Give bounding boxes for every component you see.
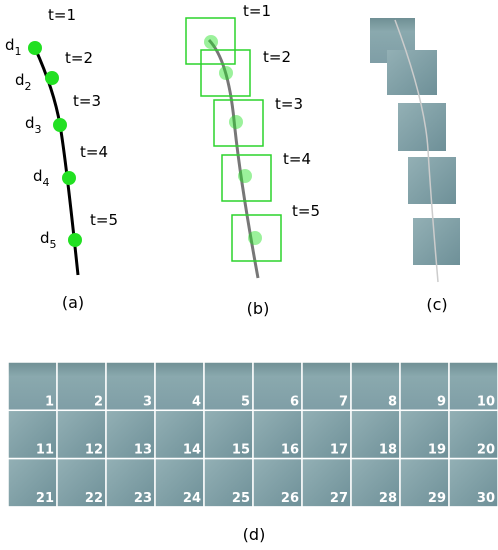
point xyxy=(204,35,218,49)
tile-number: 12 xyxy=(85,443,103,458)
tile-number: 20 xyxy=(477,443,495,458)
tile-number: 14 xyxy=(183,443,201,458)
point xyxy=(68,233,82,247)
t-label: t=3 xyxy=(73,92,101,110)
t-label: t=3 xyxy=(275,95,303,113)
d-label: d2 xyxy=(15,71,32,93)
tile-number: 13 xyxy=(134,443,152,458)
tile-number: 17 xyxy=(330,443,348,458)
tile-number: 25 xyxy=(232,491,250,506)
caption: (c) xyxy=(426,295,447,314)
d-subscript: 5 xyxy=(50,238,57,251)
caption: (d) xyxy=(243,525,266,544)
tile-number: 1 xyxy=(45,394,54,409)
t-label: t=4 xyxy=(80,143,108,161)
tile-number: 22 xyxy=(85,491,103,506)
d-label: d4 xyxy=(33,167,50,189)
tile-number: 3 xyxy=(143,394,152,409)
d-label: d1 xyxy=(5,36,22,58)
d-letter: d xyxy=(40,229,50,247)
t-label: t=1 xyxy=(243,2,271,20)
tile-number: 5 xyxy=(241,394,250,409)
point xyxy=(53,118,67,132)
d-subscript: 4 xyxy=(43,176,50,189)
tile-number: 10 xyxy=(477,394,495,409)
patches xyxy=(370,18,460,282)
tile-number: 21 xyxy=(36,491,54,506)
caption: (a) xyxy=(62,293,84,312)
point xyxy=(238,169,252,183)
t-label: t=1 xyxy=(48,6,76,24)
tile-number: 29 xyxy=(428,491,446,506)
tile-number: 6 xyxy=(290,394,299,409)
d-letter: d xyxy=(33,167,43,185)
tile-number: 18 xyxy=(379,443,397,458)
d-letter: d xyxy=(5,36,15,54)
t-label: t=5 xyxy=(90,211,118,229)
t-label: t=2 xyxy=(263,48,291,66)
d-label: d3 xyxy=(25,114,42,136)
point xyxy=(248,231,262,245)
d-label: d5 xyxy=(40,229,57,251)
point xyxy=(45,71,59,85)
tile-number: 30 xyxy=(477,491,495,506)
tile-number: 24 xyxy=(183,491,201,506)
d-subscript: 3 xyxy=(35,123,42,136)
tile-number: 28 xyxy=(379,491,397,506)
d-letter: d xyxy=(25,114,35,132)
tile-number: 23 xyxy=(134,491,152,506)
tile-number: 8 xyxy=(388,394,397,409)
t-label: t=5 xyxy=(292,202,320,220)
tile-number: 4 xyxy=(192,394,201,409)
tile-number: 26 xyxy=(281,491,299,506)
d-letter: d xyxy=(15,71,25,89)
point xyxy=(219,66,233,80)
point xyxy=(229,115,243,129)
figure: 1234567891011121314151617181920212223242… xyxy=(0,0,498,550)
caption: (b) xyxy=(247,299,270,318)
point xyxy=(62,171,76,185)
point xyxy=(28,41,42,55)
t-label: t=2 xyxy=(65,49,93,67)
t-label: t=4 xyxy=(283,150,311,168)
tile-number: 9 xyxy=(437,394,446,409)
tile-number: 2 xyxy=(94,394,103,409)
tile-number: 11 xyxy=(36,443,54,458)
d-subscript: 2 xyxy=(25,80,32,93)
tile-number: 15 xyxy=(232,443,250,458)
tile-number: 27 xyxy=(330,491,348,506)
tile-number: 19 xyxy=(428,443,446,458)
tile-number: 16 xyxy=(281,443,299,458)
tile-number: 7 xyxy=(339,394,348,409)
d-subscript: 1 xyxy=(15,45,22,58)
